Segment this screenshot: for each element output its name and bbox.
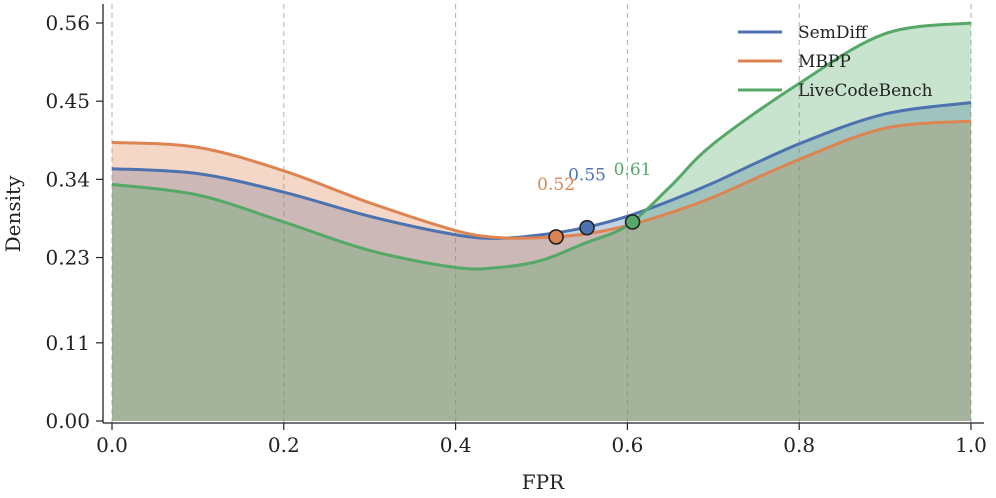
y-tick-label: 0.11 xyxy=(45,331,90,355)
livecodebench-marker xyxy=(624,214,641,230)
y-tick-label: 0.23 xyxy=(45,246,90,270)
x-tick-label: 0.4 xyxy=(440,433,472,457)
x-tick-label: 1.0 xyxy=(955,433,987,457)
mbpp-area xyxy=(112,121,971,421)
livecodebench-area xyxy=(112,23,971,421)
y-tick-label: 0.00 xyxy=(45,409,90,433)
x-tick-label: 0.2 xyxy=(268,433,300,457)
grid-lines xyxy=(111,4,972,423)
legend: SemDiff MBPP LiveCodeBench xyxy=(738,23,933,101)
y-tick-label: 0.45 xyxy=(45,89,90,113)
x-tick-label: 0.6 xyxy=(611,433,643,457)
legend-label-livecodebench: LiveCodeBench xyxy=(798,81,933,101)
legend-label-semdiff: SemDiff xyxy=(798,23,869,43)
y-tick-label: 0.56 xyxy=(45,11,90,35)
y-tick-label: 0.34 xyxy=(45,167,90,191)
semdiff-marker xyxy=(579,219,595,236)
mbpp-marker xyxy=(548,229,564,245)
livecodebench-marker-label: 0.61 xyxy=(614,160,652,180)
x-axis-label: FPR xyxy=(522,470,565,494)
ticks: 0.0 0.2 0.4 0.6 0.8 1.0 0.00 0.11 0.23 0.34 0.45 0.… xyxy=(45,11,986,457)
legend-label-mbpp: MBPP xyxy=(798,52,851,72)
mbpp-marker-label: 0.52 xyxy=(537,175,575,195)
x-tick-label: 0.8 xyxy=(783,433,815,457)
livecodebench-line xyxy=(111,21,972,271)
semdiff-marker-label: 0.55 xyxy=(568,166,606,186)
y-axis-label: Density xyxy=(1,175,25,252)
axes xyxy=(102,4,984,424)
threshold-markers: 0.550.52 0.61 xyxy=(537,160,652,245)
x-tick-label: 0.0 xyxy=(96,433,128,457)
